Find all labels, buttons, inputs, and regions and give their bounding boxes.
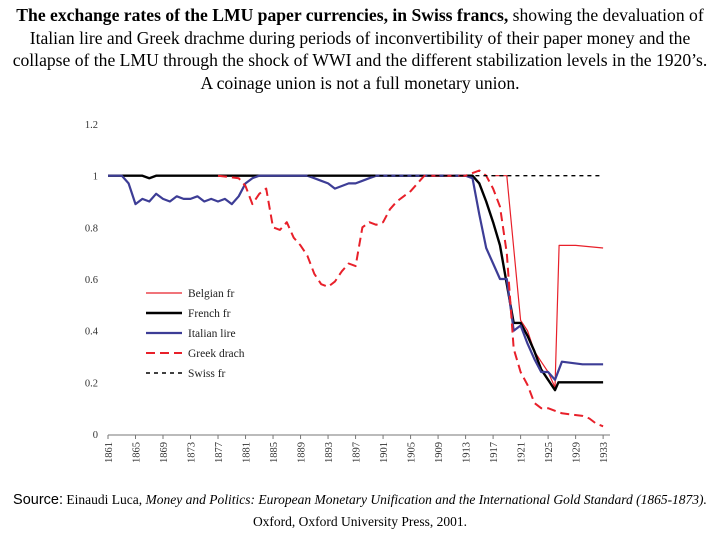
source-citation: Source: Einaudi Luca, Money and Politics… (10, 489, 710, 532)
y-tick-label: 1 (93, 172, 98, 183)
source-publisher: Oxford, Oxford University Press, 2001. (252, 514, 468, 529)
x-tick-label: 1893 (324, 442, 335, 463)
x-tick-label: 1901 (379, 442, 390, 463)
series-line-belgian-fr (493, 175, 604, 389)
source-label: Source: (13, 492, 64, 508)
y-tick-label: 0.6 (85, 275, 98, 286)
source-work: Money and Politics: European Monetary Un… (142, 492, 707, 507)
x-tick-label: 1921 (517, 442, 528, 463)
x-tick-label: 1905 (407, 442, 418, 463)
legend-label: French fr (188, 308, 231, 320)
x-tick-label: 1917 (489, 442, 500, 463)
series-line-italian-lire (108, 174, 604, 381)
x-tick-label: 1933 (599, 442, 610, 463)
y-tick-label: 0.8 (85, 223, 98, 234)
x-tick-label: 1865 (132, 442, 143, 463)
x-tick-label: 1881 (242, 442, 253, 463)
title-bold-part: The exchange rates of the LMU paper curr… (16, 5, 509, 25)
y-tick-label: 1.2 (85, 120, 98, 131)
x-tick-label: 1885 (269, 442, 280, 463)
legend-label: Greek drach (188, 348, 245, 360)
x-tick-label: 1909 (434, 442, 445, 463)
legend-label: Italian lire (188, 328, 236, 340)
x-tick-label: 1861 (104, 442, 115, 463)
y-tick-label: 0 (93, 430, 98, 441)
legend-label: Belgian fr (188, 288, 234, 300)
y-tick-label: 0.2 (85, 378, 98, 389)
y-tick-label: 0.4 (85, 327, 99, 338)
x-tick-label: 1929 (572, 442, 583, 463)
title-rest: showing the devaluation of Italian lire … (12, 5, 708, 93)
x-tick-label: 1877 (214, 442, 225, 463)
source-author: Einaudi Luca, (63, 492, 143, 507)
chart-title: The exchange rates of the LMU paper curr… (6, 4, 714, 94)
series-line-greek-drach (217, 169, 604, 428)
legend-label: Swiss fr (188, 368, 226, 380)
x-tick-label: 1869 (159, 442, 170, 463)
x-tick-label: 1873 (187, 442, 198, 463)
x-tick-label: 1913 (462, 442, 473, 463)
x-tick-label: 1889 (297, 442, 308, 463)
x-tick-label: 1897 (352, 442, 363, 463)
x-tick-label: 1925 (544, 442, 555, 463)
